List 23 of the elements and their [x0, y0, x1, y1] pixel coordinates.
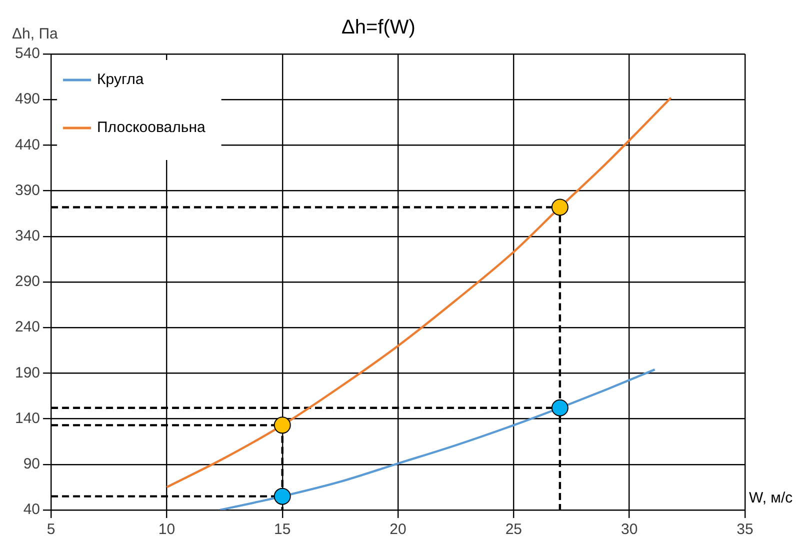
x-tick-label: 35 — [736, 521, 754, 538]
x-tick-label: 10 — [158, 521, 176, 538]
y-tick-label: 440 — [14, 136, 40, 154]
x-tick-label: 5 — [46, 521, 56, 538]
y-tick-label: 340 — [14, 228, 40, 245]
x-axis-title: W, м/с — [749, 490, 794, 507]
y-tick-label: 90 — [23, 456, 40, 473]
legend-label: Кругла — [97, 71, 144, 88]
y-axis-title: Δh, Па — [12, 26, 58, 43]
y-tick-label: 290 — [14, 273, 40, 290]
y-tick-label: 490 — [14, 90, 40, 108]
y-tick-label: 190 — [14, 364, 40, 382]
y-tick-label: 40 — [23, 501, 40, 518]
chart-title: Δh=f(W) — [342, 16, 416, 39]
legend-label: Плоскоовальна — [97, 119, 206, 136]
x-tick-label: 30 — [620, 521, 638, 538]
x-tick-label: 25 — [505, 521, 522, 538]
y-tick-label: 540 — [14, 45, 40, 62]
y-tick-label: 240 — [14, 318, 40, 336]
x-tick-label: 15 — [274, 521, 291, 538]
y-tick-label: 140 — [14, 410, 40, 427]
y-tick-label: 390 — [14, 182, 40, 199]
x-tick-label: 20 — [390, 521, 406, 538]
